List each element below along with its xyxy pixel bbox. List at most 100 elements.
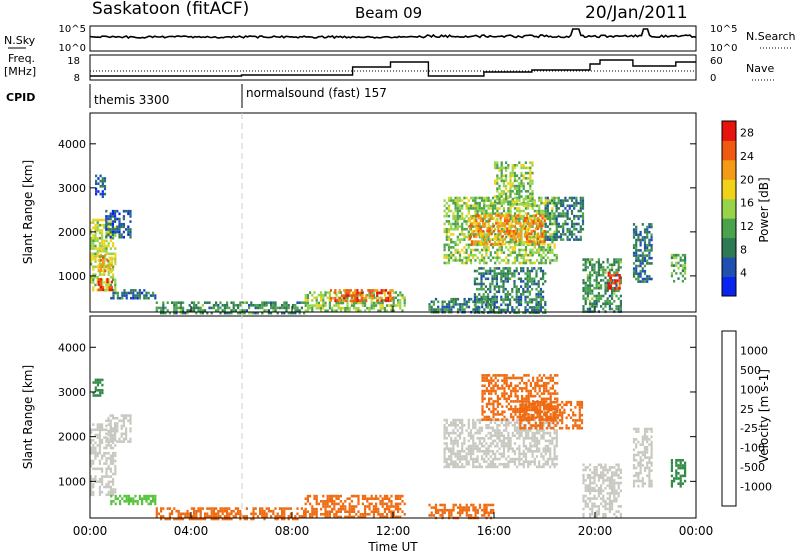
data-cell xyxy=(459,455,461,458)
data-cell xyxy=(457,238,459,241)
data-cell xyxy=(604,282,606,285)
data-cell xyxy=(496,285,498,288)
data-cell xyxy=(609,305,611,308)
data-cell xyxy=(534,437,536,440)
data-cell xyxy=(481,199,483,202)
data-cell xyxy=(483,272,485,275)
data-cell xyxy=(534,440,536,443)
data-cell xyxy=(503,182,505,185)
data-cell xyxy=(620,258,622,261)
data-cell xyxy=(510,416,512,419)
data-cell xyxy=(350,289,352,292)
data-cell xyxy=(489,283,491,286)
data-cell xyxy=(448,246,450,249)
data-cell xyxy=(100,281,102,284)
data-cell xyxy=(127,414,129,417)
data-cell xyxy=(540,466,542,469)
data-cell xyxy=(524,222,526,225)
data-cell xyxy=(501,246,503,249)
data-cell xyxy=(505,198,507,201)
data-cell xyxy=(318,304,320,307)
data-cell xyxy=(492,202,494,205)
data-cell xyxy=(474,210,476,213)
data-cell xyxy=(496,272,498,275)
data-cell xyxy=(470,259,472,262)
data-cell xyxy=(560,199,562,202)
data-cell xyxy=(114,435,116,438)
data-cell xyxy=(522,280,524,283)
data-cell xyxy=(673,257,675,260)
data-cell xyxy=(510,458,512,461)
data-cell xyxy=(468,421,470,424)
data-cell xyxy=(538,267,540,270)
data-cell xyxy=(101,273,103,276)
data-cell xyxy=(316,307,318,310)
data-cell xyxy=(556,442,558,445)
data-cell xyxy=(503,453,505,456)
data-cell xyxy=(610,279,612,282)
data-cell xyxy=(512,190,514,193)
data-cell xyxy=(545,440,547,443)
data-cell xyxy=(350,300,352,303)
data-cell xyxy=(644,239,646,242)
data-cell xyxy=(644,249,646,252)
data-cell xyxy=(514,434,516,437)
data-cell xyxy=(474,296,476,299)
data-cell xyxy=(448,231,450,234)
data-cell xyxy=(535,240,537,243)
data-cell xyxy=(501,392,503,395)
data-cell xyxy=(350,294,352,297)
data-cell xyxy=(538,306,540,309)
data-cell xyxy=(463,218,465,221)
data-cell xyxy=(543,447,545,450)
data-cell xyxy=(494,455,496,458)
data-cell xyxy=(545,445,547,448)
data-cell xyxy=(112,210,114,213)
data-cell xyxy=(442,303,444,306)
data-cell xyxy=(489,233,491,236)
data-cell xyxy=(518,262,520,265)
data-cell xyxy=(357,500,359,503)
data-cell xyxy=(102,259,104,262)
data-cell xyxy=(459,303,461,306)
data-cell xyxy=(523,203,525,206)
data-cell xyxy=(558,202,560,205)
data-cell xyxy=(354,294,356,297)
data-cell xyxy=(361,297,363,300)
data-cell xyxy=(111,262,113,265)
data-cell xyxy=(501,161,503,164)
data-cell xyxy=(494,434,496,437)
data-cell xyxy=(459,506,461,509)
data-cell xyxy=(514,463,516,466)
data-cell xyxy=(554,374,556,377)
data-cell xyxy=(139,497,141,500)
data-cell xyxy=(558,212,560,215)
data-cell xyxy=(483,514,485,517)
data-cell xyxy=(492,466,494,469)
data-cell xyxy=(571,223,573,226)
data-cell xyxy=(112,276,114,279)
data-cell xyxy=(509,270,511,273)
data-cell xyxy=(609,269,611,272)
data-cell xyxy=(493,243,495,246)
data-cell xyxy=(277,515,279,518)
data-cell xyxy=(450,437,452,440)
data-cell xyxy=(499,374,501,377)
data-cell xyxy=(534,450,536,453)
data-cell xyxy=(534,442,536,445)
data-cell xyxy=(365,297,367,300)
data-cell xyxy=(596,274,598,277)
data-cell xyxy=(545,382,547,385)
data-cell xyxy=(481,259,483,262)
data-cell xyxy=(92,483,94,486)
data-cell xyxy=(518,218,520,221)
data-cell xyxy=(313,508,315,511)
data-cell xyxy=(507,203,509,206)
data-cell xyxy=(534,251,536,254)
data-cell xyxy=(469,225,471,228)
data-cell xyxy=(494,440,496,443)
data-cell xyxy=(506,400,508,403)
data-cell xyxy=(550,395,552,398)
data-cell xyxy=(509,203,511,206)
data-cell xyxy=(97,381,99,384)
